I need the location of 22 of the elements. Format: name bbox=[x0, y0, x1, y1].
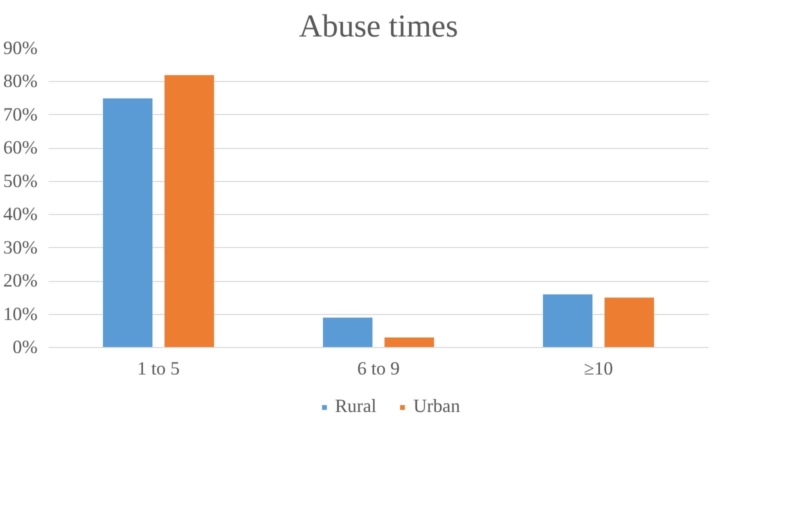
bar bbox=[384, 338, 434, 348]
y-tick-label: 30% bbox=[3, 237, 38, 258]
bar bbox=[164, 75, 214, 348]
y-tick-label: 40% bbox=[3, 204, 38, 226]
legend-label: Urban bbox=[413, 396, 460, 418]
bar bbox=[542, 294, 592, 348]
chart-title: Abuse times bbox=[298, 8, 458, 44]
y-tick-label: 90% bbox=[3, 38, 38, 59]
y-tick-label: 10% bbox=[3, 304, 38, 325]
bar bbox=[322, 318, 372, 348]
x-tick-label: ≥10 bbox=[584, 358, 613, 380]
legend-label: Rural bbox=[334, 396, 376, 418]
y-tick-label: 70% bbox=[3, 104, 38, 126]
x-tick-label: 1 to 5 bbox=[137, 358, 180, 380]
y-tick-label: 0% bbox=[12, 337, 38, 358]
x-tick-label: 6 to 9 bbox=[357, 358, 400, 380]
bar bbox=[604, 298, 654, 348]
bar bbox=[102, 98, 152, 348]
y-tick-label: 60% bbox=[3, 138, 38, 159]
y-tick-label: 20% bbox=[3, 270, 38, 292]
y-tick-label: 80% bbox=[3, 71, 38, 92]
y-tick-label: 50% bbox=[3, 170, 38, 192]
